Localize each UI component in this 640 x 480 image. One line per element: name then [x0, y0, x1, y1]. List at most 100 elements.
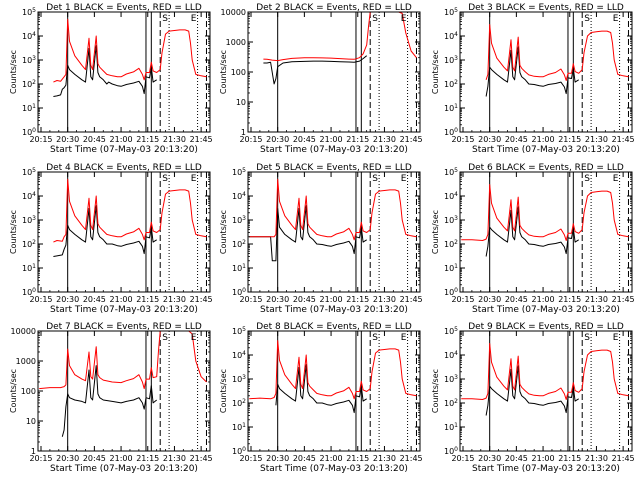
x-axis: 20:15 20:30 20:45 21:00 21:15 21:30 21:45	[451, 331, 635, 463]
y-tick-label: 101	[444, 103, 458, 113]
detector-panel-2: 1 10 100 1000 10000 20:15 20:30 20:45 21:00 21:15…	[219, 3, 423, 155]
x-tick-label: 20:15	[451, 295, 474, 304]
region-label: S	[584, 333, 590, 343]
x-axis-label: Start Time (07-May-03 20:13:20)	[50, 464, 198, 474]
y-tick-label: 102	[232, 398, 246, 408]
y-tick-label: 10	[236, 98, 246, 107]
region-label: S	[162, 333, 168, 343]
y-tick-label: 100	[444, 287, 458, 297]
x-tick-label: 20:45	[505, 454, 528, 463]
x-axis-label: Start Time (07-May-03 20:13:20)	[50, 305, 198, 315]
plot-frame	[37, 171, 211, 293]
region-label: S	[162, 14, 168, 24]
y-tick-label: 103	[22, 55, 36, 65]
lld-series-line	[53, 178, 207, 243]
y-tick-label: 105	[444, 326, 458, 336]
panel-title: Det 2 BLACK = Events, RED = LLD	[256, 3, 412, 13]
x-tick-label: 20:30	[56, 135, 79, 144]
y-tick-label: 103	[232, 374, 246, 384]
region-label: S	[372, 174, 378, 184]
y-tick-label: 1	[241, 128, 246, 137]
panel-title: Det 1 BLACK = Events, RED = LLD	[46, 3, 202, 13]
x-tick-label: 21:30	[585, 135, 608, 144]
x-axis-label: Start Time (07-May-03 20:13:20)	[472, 305, 620, 315]
y-tick-label: 100	[232, 446, 246, 456]
x-tick-label: 21:45	[400, 295, 423, 304]
x-tick-label: 20:30	[478, 135, 501, 144]
x-tick-label: 21:45	[612, 135, 635, 144]
plot-frame	[459, 330, 633, 452]
x-tick-label: 20:15	[239, 135, 262, 144]
x-tick-label: 20:15	[451, 454, 474, 463]
y-axis-label: Counts/sec	[219, 369, 228, 413]
y-axis: 100 101 102 103 104 105	[444, 167, 632, 297]
x-tick-label: 20:45	[83, 135, 106, 144]
x-tick-label: 21:15	[136, 454, 159, 463]
x-tick-label: 20:30	[266, 295, 289, 304]
x-tick-label: 21:15	[346, 454, 369, 463]
x-tick-label: 21:45	[190, 454, 213, 463]
y-tick-label: 10000	[11, 327, 36, 336]
x-axis: 20:15 20:30 20:45 21:00 21:15 21:30 21:45	[29, 172, 213, 304]
region-label: E	[613, 14, 619, 24]
x-tick-label: 21:30	[585, 295, 608, 304]
x-tick-label: 20:45	[505, 135, 528, 144]
y-tick-label: 104	[444, 31, 458, 41]
y-tick-label: 105	[444, 167, 458, 177]
y-tick-label: 101	[22, 103, 36, 113]
x-tick-label: 21:15	[346, 295, 369, 304]
y-tick-label: 103	[444, 374, 458, 384]
lld-series-line	[485, 24, 629, 81]
x-tick-label: 21:30	[163, 135, 186, 144]
x-tick-label: 21:00	[532, 135, 555, 144]
y-tick-label: 105	[232, 167, 246, 177]
y-axis-label: Counts/sec	[431, 210, 440, 254]
region-label: E	[613, 174, 619, 184]
region-label: E	[613, 333, 619, 343]
lld-series-line	[461, 184, 629, 241]
x-tick-label: 21:15	[136, 295, 159, 304]
y-axis-label: Counts/sec	[219, 50, 228, 94]
y-tick-label: 100	[22, 127, 36, 137]
x-axis-label: Start Time (07-May-03 20:13:20)	[472, 464, 620, 474]
x-tick-label: 20:45	[293, 295, 316, 304]
marker-lines	[489, 12, 629, 132]
x-tick-label: 21:00	[110, 295, 133, 304]
x-axis: 20:15 20:30 20:45 21:00 21:15 21:30 21:45	[451, 12, 635, 144]
events-series-line	[263, 55, 368, 85]
x-tick-label: 20:45	[293, 135, 316, 144]
panel-title: Det 9 BLACK = Events, RED = LLD	[468, 322, 624, 332]
region-label: E	[401, 14, 407, 24]
region-label: S	[584, 174, 590, 184]
y-tick-label: 102	[232, 239, 246, 249]
region-label: E	[401, 174, 407, 184]
y-tick-label: 103	[444, 215, 458, 225]
plot-frame	[459, 11, 633, 133]
region-label: E	[191, 174, 197, 184]
y-tick-label: 101	[444, 263, 458, 273]
x-tick-label: 21:15	[558, 454, 581, 463]
y-tick-label: 1	[31, 447, 36, 456]
x-tick-label: 21:15	[346, 135, 369, 144]
plot-frame	[247, 330, 421, 452]
x-axis-label: Start Time (07-May-03 20:13:20)	[260, 145, 408, 155]
y-axis: 100 101 102 103 104 105	[232, 326, 420, 456]
marker-lines	[67, 331, 207, 451]
x-tick-label: 21:15	[136, 135, 159, 144]
y-tick-label: 105	[22, 7, 36, 17]
region-label: S	[162, 174, 168, 184]
y-tick-label: 105	[232, 326, 246, 336]
x-axis: 20:15 20:30 20:45 21:00 21:15 21:30 21:45	[451, 172, 635, 304]
events-series-line	[485, 46, 579, 97]
y-tick-label: 104	[444, 350, 458, 360]
x-tick-label: 20:30	[266, 454, 289, 463]
y-tick-label: 100	[444, 446, 458, 456]
x-tick-label: 21:30	[163, 295, 186, 304]
x-tick-label: 21:45	[612, 454, 635, 463]
y-tick-label: 104	[232, 191, 246, 201]
y-axis-label: Counts/sec	[9, 210, 18, 254]
y-tick-label: 100	[21, 387, 36, 396]
x-tick-label: 21:00	[532, 454, 555, 463]
panel-title: Det 5 BLACK = Events, RED = LLD	[256, 163, 412, 173]
y-axis-label: Counts/sec	[431, 369, 440, 413]
